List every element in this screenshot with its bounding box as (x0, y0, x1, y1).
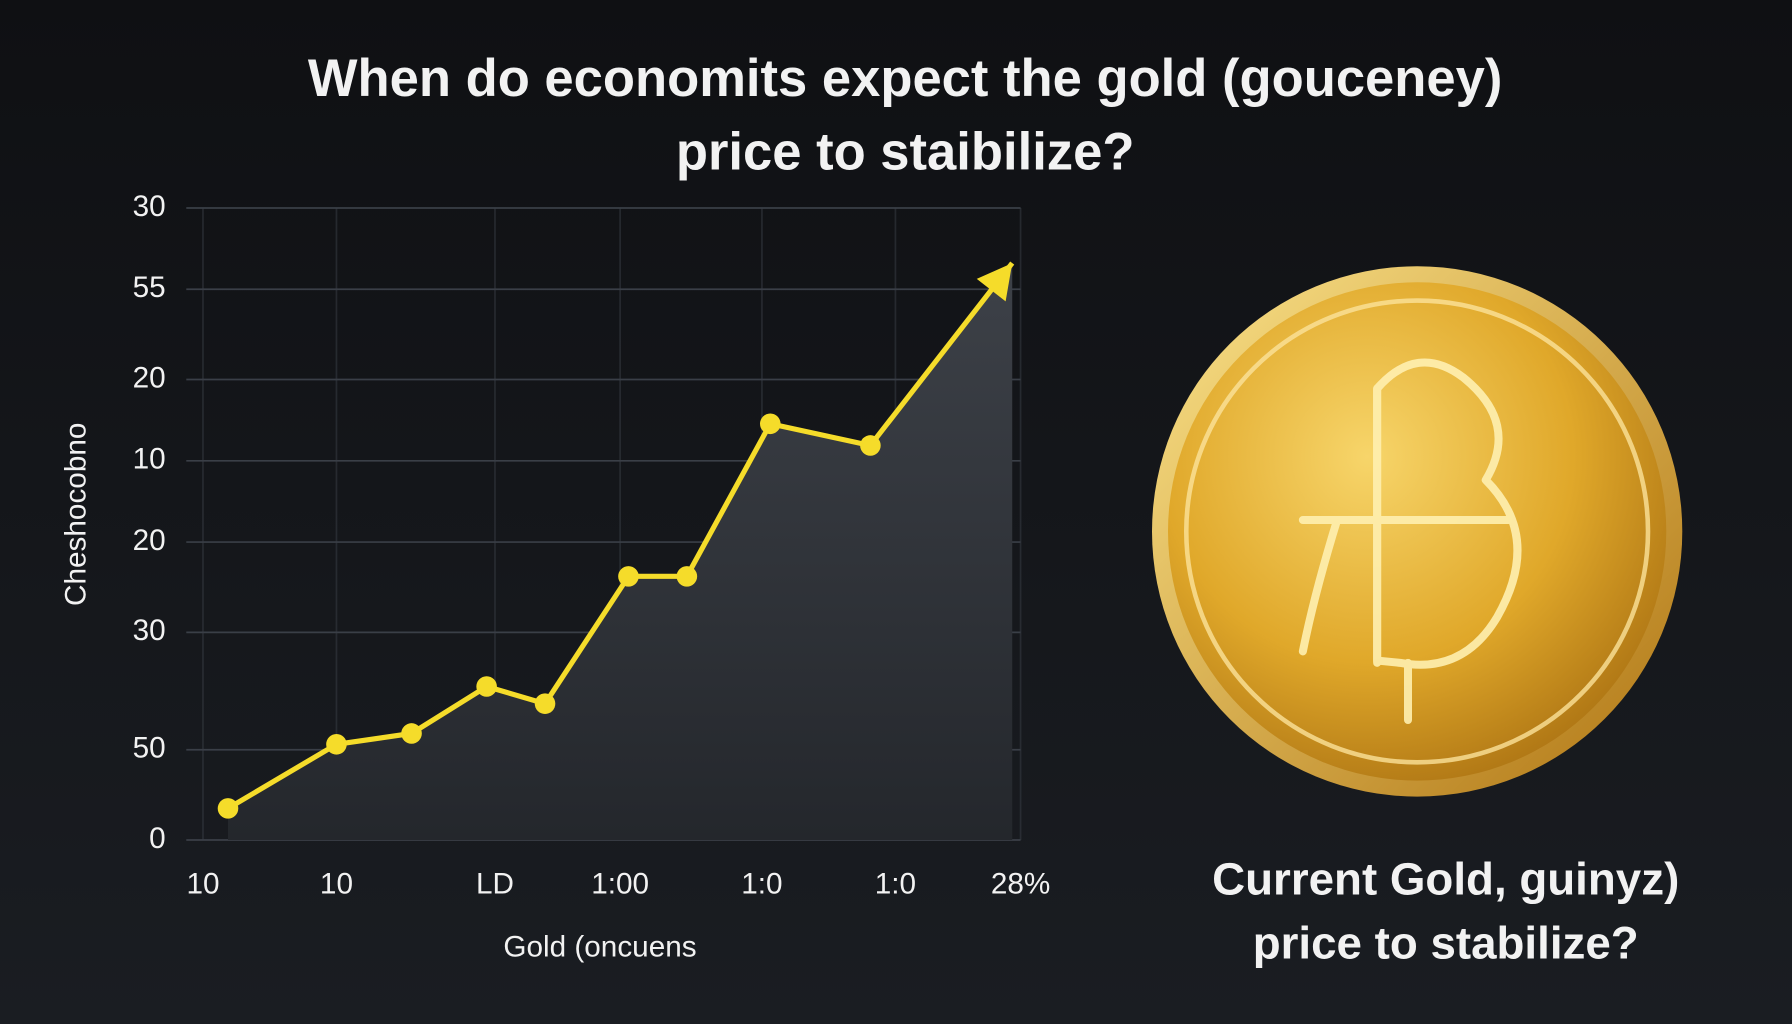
point (326, 734, 347, 755)
y-tick-label: 0 (149, 822, 166, 855)
point (676, 566, 698, 587)
point (760, 413, 781, 435)
x-tick-label: 1:0 (875, 868, 916, 901)
point (217, 798, 239, 819)
y-tick-label: 10 (133, 443, 166, 476)
x-axis-label: Gold (oncuens (503, 930, 696, 963)
y-tick-label: 30 (133, 190, 166, 223)
caption: price to stabilize? (1253, 917, 1639, 968)
coin (1152, 266, 1683, 797)
area-fill (228, 263, 1013, 840)
x-tick-label: 28% (991, 868, 1050, 901)
point (534, 693, 556, 714)
coin-face (1168, 282, 1667, 781)
point (618, 566, 639, 587)
coin-ring (1184, 298, 1651, 765)
plot-area: 0 50 30 20 10 20 55 30 10 10 LD 1:00 1:0 1:0 28% (133, 190, 1051, 901)
x-tick-label: 1:0 (741, 868, 782, 901)
x-tick-label: 10 (320, 868, 353, 901)
point (476, 676, 497, 697)
y-tick-label: 55 (133, 271, 166, 304)
chart-title: When do economits expect the gold (gouce… (308, 49, 1502, 108)
y-axis-label: Cheshocobno (60, 423, 93, 606)
caption: Current Gold, guinyz) (1212, 853, 1679, 904)
chart-title: price to staibilize? (676, 122, 1135, 181)
y-tick-label: 30 (133, 614, 166, 647)
y-tick-label: 20 (133, 524, 166, 557)
line (226, 261, 1015, 811)
x-tick-label: 10 (186, 868, 219, 901)
point (860, 435, 881, 456)
x-tick-label: 1:00 (591, 868, 649, 901)
arrow-head (976, 263, 1013, 302)
y-tick-label: 20 (133, 361, 166, 394)
y-tick-label: 50 (133, 732, 166, 765)
point (401, 723, 422, 744)
x-tick-label: LD (476, 868, 514, 901)
coin-symbol (1298, 358, 1522, 724)
